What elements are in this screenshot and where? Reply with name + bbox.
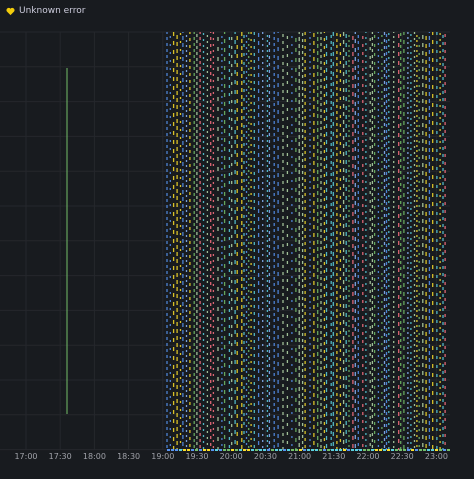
baseline-mark [331,449,334,451]
baseline-mark [391,449,394,451]
baseline-mark [299,449,302,451]
baseline-mark [231,449,234,451]
x-tick-label: 22:00 [356,452,379,461]
baseline-mark [307,449,310,451]
baseline-mark [227,449,230,451]
baseline-mark [175,449,178,451]
baseline-mark [211,449,214,451]
baseline-mark [283,449,286,451]
baseline-mark [271,449,274,451]
baseline-mark [267,449,270,451]
baseline-mark [263,449,266,451]
baseline-mark [407,449,410,451]
baseline-mark [419,449,422,451]
x-tick-label: 22:30 [391,452,414,461]
baseline-mark [323,449,326,451]
x-tick-label: 21:30 [322,452,345,461]
baseline-mark [387,449,390,451]
baseline-mark [375,449,378,451]
baseline-mark [171,449,174,451]
baseline-mark [347,449,350,451]
baseline-mark [235,449,238,451]
baseline-mark [259,449,262,451]
baseline-mark [215,449,218,451]
baseline-mark [423,449,426,451]
baseline-mark [247,449,250,451]
baseline-mark [415,449,418,451]
baseline-mark [443,449,446,451]
baseline-mark [395,449,398,451]
baseline-mark [371,449,374,451]
x-tick-label: 18:00 [83,452,106,461]
x-tick-label: 19:00 [151,452,174,461]
baseline-mark [199,449,202,451]
baseline-mark [335,449,338,451]
baseline-mark [203,449,206,451]
baseline-mark [311,449,314,451]
x-tick-label: 23:00 [425,452,448,461]
baseline-mark [291,449,294,451]
baseline-mark [207,449,210,451]
baseline-mark [195,449,198,451]
baseline-mark [319,449,322,451]
error-icon [6,7,15,15]
x-tick-label: 18:30 [117,452,140,461]
baseline-mark [287,449,290,451]
baseline-mark [379,449,382,451]
baseline-mark [439,449,442,451]
baseline-mark [191,449,194,451]
baseline-mark [303,449,306,451]
baseline-mark [363,449,366,451]
baseline-mark [167,449,170,451]
baseline-mark [399,449,402,451]
baseline-mark [295,449,298,451]
x-tick-label: 21:00 [288,452,311,461]
x-tick-label: 20:30 [254,452,277,461]
baseline-mark [219,449,222,451]
baseline-mark [187,449,190,451]
panel-title: Unknown error [19,6,86,16]
baseline-mark [411,449,414,451]
baseline-mark [431,449,434,451]
baseline-mark [383,449,386,451]
baseline-mark [315,449,318,451]
baseline-mark [251,449,254,451]
x-tick-label: 19:30 [185,452,208,461]
baseline-mark [355,449,358,451]
baseline-mark [367,449,370,451]
baseline-mark [351,449,354,451]
baseline-mark [343,449,346,451]
baseline-mark [435,449,438,451]
baseline-mark [339,449,342,451]
baseline-mark [183,449,186,451]
baseline-mark [403,449,406,451]
baseline-mark [359,449,362,451]
baseline-mark [179,449,182,451]
baseline-mark [239,449,242,451]
x-tick-label: 17:00 [14,452,37,461]
baseline-mark [327,449,330,451]
baseline-mark [279,449,282,451]
baseline-mark [243,449,246,451]
baseline-mark [447,449,450,451]
baseline-mark [255,449,258,451]
x-tick-label: 17:30 [49,452,72,461]
baseline-mark [275,449,278,451]
baseline-mark [223,449,226,451]
baseline-mark [427,449,430,451]
panel-header[interactable]: Unknown error [6,3,85,19]
x-tick-label: 20:00 [220,452,243,461]
